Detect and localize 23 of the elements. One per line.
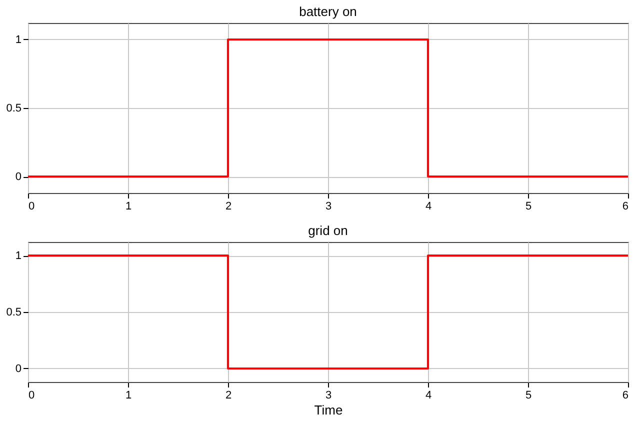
chart-title: battery on (299, 4, 357, 19)
y-tick-label: 1 (15, 34, 22, 46)
y-tick-label: 0 (15, 362, 22, 375)
y-tick-label: 0.5 (6, 306, 22, 318)
x-tick-label: 4 (425, 390, 432, 402)
x-tick-label: 2 (225, 390, 232, 402)
x-tick-label: 6 (622, 390, 628, 402)
chart-title: grid on (308, 223, 348, 238)
x-tick-label: 5 (525, 390, 532, 402)
y-tick-label: 0.5 (6, 102, 22, 114)
y-tick-label: 1 (15, 250, 22, 262)
x-tick-label: 1 (125, 390, 132, 402)
x-tick-label: 0 (28, 390, 35, 402)
x-tick-label: 3 (325, 200, 332, 212)
x-tick-label: 3 (325, 390, 332, 402)
y-tick-label: 0 (15, 171, 22, 184)
x-axis-title: Time (314, 402, 343, 418)
x-tick-label: 1 (125, 200, 132, 212)
x-tick-label: 6 (622, 200, 628, 212)
x-tick-label: 0 (28, 200, 35, 212)
x-tick-label: 2 (225, 200, 232, 212)
x-tick-label: 5 (525, 200, 532, 212)
x-tick-label: 4 (425, 200, 432, 212)
